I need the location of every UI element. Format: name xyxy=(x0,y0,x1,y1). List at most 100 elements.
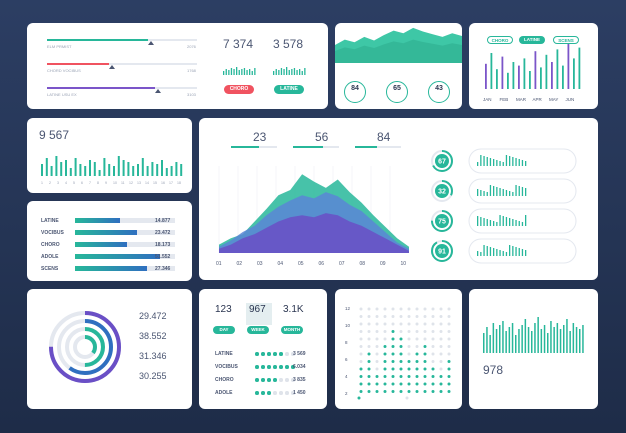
ring-fill xyxy=(431,240,453,262)
stat-1: 7 374 xyxy=(223,37,254,51)
total-bar xyxy=(556,323,559,353)
ring-fill xyxy=(431,210,453,232)
matrix-dot xyxy=(383,307,387,311)
matrix-dot xyxy=(399,307,403,311)
matrix-dot xyxy=(431,352,435,356)
daily-tick: 17 xyxy=(169,181,173,185)
ring-row-bar xyxy=(502,216,504,226)
matrix-dot xyxy=(447,322,451,326)
ring-row-bar xyxy=(518,248,520,256)
matrix-dot xyxy=(423,352,427,356)
matrix-dot xyxy=(431,307,435,311)
daily-bar xyxy=(74,158,77,176)
total-bar xyxy=(531,331,533,353)
ring-row-bar xyxy=(480,155,482,166)
matrix-dot xyxy=(423,322,427,326)
matrix-dot xyxy=(399,315,403,318)
category-value: 14.877 xyxy=(155,218,171,224)
matrix-dot xyxy=(399,390,403,393)
ring-row-bar xyxy=(521,249,524,256)
matrix-dot xyxy=(383,352,387,356)
ring-core xyxy=(435,154,449,168)
tab-choro[interactable]: CHORO xyxy=(487,36,513,44)
matrix-dot xyxy=(391,367,395,371)
matrix-dot xyxy=(391,352,395,356)
matrix-dot xyxy=(359,360,363,363)
area-chart xyxy=(335,27,462,63)
tab-week[interactable]: WEEK xyxy=(247,326,269,334)
ring-row-bar xyxy=(521,187,524,196)
total-bar xyxy=(547,333,549,353)
tab-month[interactable]: MONTH xyxy=(281,326,303,334)
period-row-dot xyxy=(291,352,295,356)
mini-bar xyxy=(296,70,298,75)
legend-dot xyxy=(405,396,409,400)
matrix-dot xyxy=(359,367,363,371)
matrix-dot xyxy=(375,367,379,371)
matrix-dot xyxy=(423,367,427,371)
daily-tick: 7 xyxy=(89,181,91,185)
mini-bar xyxy=(301,71,303,75)
total-bar xyxy=(582,325,584,353)
matrix-dot xyxy=(391,375,395,378)
mini-bars-1 xyxy=(223,67,306,75)
ring-row-bar xyxy=(525,250,527,256)
month-bar xyxy=(490,53,493,89)
category-label: SCENS xyxy=(41,266,59,272)
matrix-dot xyxy=(415,367,419,371)
matrix-dot xyxy=(407,367,411,371)
daily-bar xyxy=(41,164,43,176)
period-row-dot xyxy=(273,365,277,369)
latine-button[interactable]: LATINE xyxy=(274,85,304,94)
matrix-dot xyxy=(375,315,379,318)
total-bar xyxy=(511,323,514,353)
matrix-dot xyxy=(439,322,443,326)
progress-marker-icon xyxy=(155,89,161,93)
progress-value: 2076 xyxy=(187,44,196,49)
period-stat: 123 xyxy=(215,304,232,315)
daily-bar xyxy=(137,164,139,176)
daily-bar xyxy=(69,168,72,176)
month-bar xyxy=(485,63,487,89)
ring-row-bar xyxy=(486,192,488,196)
matrix-dot xyxy=(383,345,387,348)
main-x-tick: 06 xyxy=(319,261,325,267)
tab-scens[interactable]: SCENS xyxy=(553,36,579,44)
bars-total: 978 xyxy=(483,363,504,377)
matrix-dot xyxy=(423,390,427,393)
ring-row-bar xyxy=(493,221,495,226)
tab-day[interactable]: DAY xyxy=(213,326,235,334)
circle-stat: 65 xyxy=(386,81,408,103)
month-label: JAN xyxy=(483,97,492,102)
ring-row-bar xyxy=(515,220,517,226)
daily-bar xyxy=(84,166,87,176)
progress-value: 3103 xyxy=(187,92,196,97)
progress-label: ELM PRMIST xyxy=(47,44,72,49)
dot-y-tick: 10 xyxy=(345,323,351,328)
ring-row-bar xyxy=(512,219,514,226)
ring-row-bar xyxy=(509,156,511,166)
mini-bar xyxy=(299,69,301,75)
ring-fill xyxy=(431,180,453,202)
matrix-dot xyxy=(415,322,419,326)
ring-row-outline xyxy=(468,178,577,204)
total-bar xyxy=(540,329,543,353)
period-row-label: CHORO xyxy=(215,377,234,383)
daily-tick: 14 xyxy=(145,181,149,185)
ring-value: 38.552 xyxy=(139,331,167,341)
ring-fill xyxy=(65,327,105,367)
stat-2: 3 578 xyxy=(273,37,304,51)
category-fill xyxy=(75,230,137,235)
matrix-dot xyxy=(447,307,451,311)
period-row-dot xyxy=(291,378,295,382)
matrix-dot xyxy=(431,375,435,378)
period-row-dot xyxy=(267,378,271,382)
period-row-dot xyxy=(285,365,289,369)
category-track xyxy=(75,218,175,223)
period-row-dot xyxy=(255,391,259,395)
matrix-dot xyxy=(423,375,427,378)
choro-button[interactable]: CHORO xyxy=(224,85,254,94)
matrix-dot xyxy=(415,337,419,341)
category-fill xyxy=(75,266,147,271)
tab-latine[interactable]: LATINE xyxy=(519,36,545,44)
